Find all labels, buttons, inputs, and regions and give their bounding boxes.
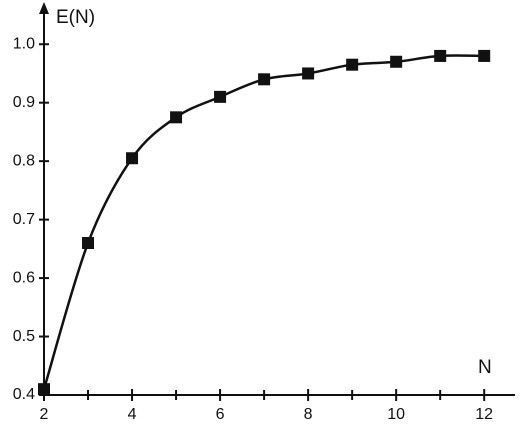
x-tick-label: 4 xyxy=(128,406,137,423)
marker xyxy=(170,111,183,124)
y-tick-label: 0.9 xyxy=(13,94,35,111)
x-tick-label: 2 xyxy=(40,406,49,423)
marker xyxy=(390,55,403,68)
y-tick-label: 0.4 xyxy=(13,386,35,403)
y-tick-label: 0.6 xyxy=(13,269,35,286)
x-axis-label: N xyxy=(478,357,492,378)
y-tick-label: 1.0 xyxy=(13,35,35,52)
x-tick-label: 8 xyxy=(304,406,313,423)
x-tick-label: 10 xyxy=(387,406,405,423)
marker xyxy=(38,383,50,396)
marker xyxy=(126,152,139,165)
series-line xyxy=(42,54,485,390)
marker xyxy=(302,67,315,80)
y-axis-label: E(N) xyxy=(56,7,95,28)
marker xyxy=(258,73,271,86)
x-tick-label: 6 xyxy=(216,406,225,423)
x-tick-label: 12 xyxy=(475,406,493,423)
marker xyxy=(214,90,227,103)
marker xyxy=(82,237,95,249)
marker xyxy=(478,49,491,62)
y-tick-label: 0.5 xyxy=(13,328,35,345)
marker xyxy=(346,58,359,71)
marker xyxy=(434,49,447,62)
y-axis-arrow xyxy=(39,2,49,14)
y-tick-label: 0.7 xyxy=(13,211,35,228)
y-tick-label: 0.8 xyxy=(13,152,35,169)
